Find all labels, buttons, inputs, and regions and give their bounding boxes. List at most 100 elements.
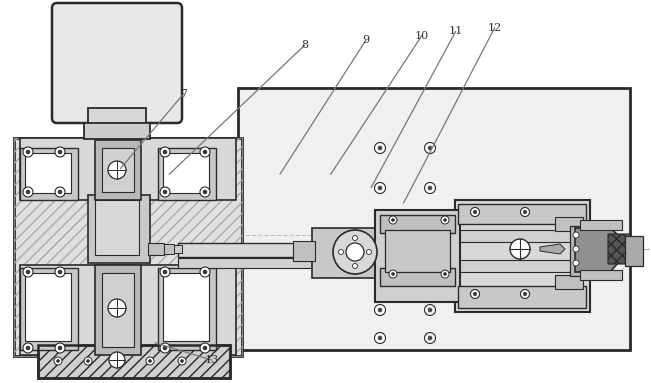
Bar [102, 273, 134, 347]
Circle shape [378, 336, 382, 340]
Text: 10: 10 [415, 31, 429, 41]
Circle shape [471, 290, 480, 298]
Polygon shape [575, 228, 622, 272]
Circle shape [521, 208, 529, 216]
Circle shape [389, 216, 397, 224]
Circle shape [55, 147, 65, 157]
Circle shape [200, 147, 210, 157]
Text: 13: 13 [204, 355, 219, 365]
Circle shape [23, 147, 33, 157]
Bar [293, 241, 315, 261]
Circle shape [108, 299, 126, 317]
Bar [14, 138, 242, 356]
Bar [178, 243, 448, 257]
Bar [88, 195, 150, 263]
Circle shape [333, 230, 377, 274]
Circle shape [178, 357, 186, 365]
Text: 9: 9 [363, 35, 369, 45]
Bar [84, 123, 150, 139]
Circle shape [23, 343, 33, 353]
Circle shape [523, 210, 527, 214]
Circle shape [391, 272, 395, 275]
Circle shape [200, 343, 210, 353]
Circle shape [424, 332, 436, 344]
FancyBboxPatch shape [52, 3, 182, 123]
Circle shape [160, 147, 170, 157]
Circle shape [84, 357, 92, 365]
Circle shape [109, 352, 125, 368]
Bar [95, 200, 139, 255]
Circle shape [200, 187, 210, 197]
Circle shape [57, 360, 59, 362]
Circle shape [473, 210, 477, 214]
Circle shape [180, 360, 184, 362]
Circle shape [58, 270, 62, 274]
Circle shape [391, 218, 395, 221]
Circle shape [55, 267, 65, 277]
Bar [580, 270, 622, 280]
Bar [95, 265, 141, 355]
Bar [380, 215, 455, 233]
Circle shape [428, 336, 432, 340]
Bar [102, 148, 134, 192]
Bar [458, 286, 586, 308]
Bar [95, 140, 141, 200]
Bar [25, 153, 71, 193]
Circle shape [203, 270, 207, 274]
Bar [460, 230, 585, 242]
Bar [174, 245, 182, 253]
Bar [164, 244, 174, 254]
Bar [312, 228, 380, 278]
Bar [148, 243, 164, 255]
Circle shape [378, 186, 382, 190]
Bar [555, 217, 583, 231]
Text: 12: 12 [488, 23, 502, 33]
Text: 11: 11 [449, 26, 463, 36]
Circle shape [573, 246, 579, 252]
Bar [555, 275, 583, 289]
Bar [178, 258, 448, 268]
Bar [570, 226, 582, 276]
Circle shape [163, 150, 167, 154]
Circle shape [471, 208, 480, 216]
Circle shape [441, 216, 449, 224]
Circle shape [378, 146, 382, 150]
Bar [460, 260, 585, 272]
Circle shape [346, 243, 364, 261]
Circle shape [26, 190, 30, 194]
Circle shape [146, 357, 154, 365]
Circle shape [339, 249, 344, 254]
Text: 7: 7 [180, 89, 187, 99]
Circle shape [374, 142, 385, 154]
Circle shape [374, 183, 385, 193]
Circle shape [23, 267, 33, 277]
Circle shape [424, 142, 436, 154]
Bar [625, 236, 643, 266]
Circle shape [26, 346, 30, 350]
Circle shape [378, 308, 382, 312]
Circle shape [203, 346, 207, 350]
Circle shape [428, 186, 432, 190]
Circle shape [203, 190, 207, 194]
Polygon shape [540, 244, 565, 254]
Bar [20, 148, 78, 200]
Circle shape [510, 239, 530, 259]
Text: 8: 8 [301, 40, 308, 50]
Circle shape [473, 292, 477, 296]
Circle shape [163, 270, 167, 274]
Circle shape [389, 270, 397, 278]
Circle shape [443, 272, 447, 275]
Circle shape [58, 190, 62, 194]
Bar [88, 108, 146, 124]
Circle shape [573, 260, 579, 266]
Circle shape [573, 232, 579, 238]
Circle shape [87, 360, 89, 362]
Circle shape [26, 150, 30, 154]
Polygon shape [608, 234, 638, 264]
Bar [238, 88, 630, 350]
Bar [20, 268, 78, 350]
Bar [20, 138, 236, 200]
Bar [25, 273, 71, 341]
Circle shape [163, 346, 167, 350]
Bar [580, 220, 622, 230]
